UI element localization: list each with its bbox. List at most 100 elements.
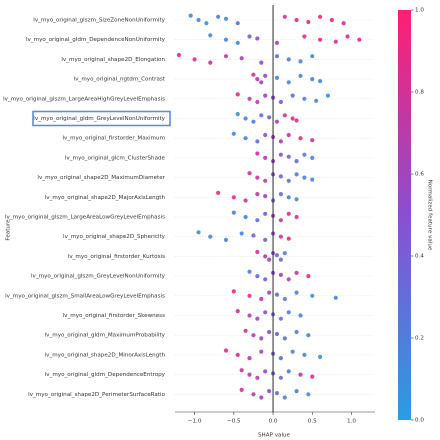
dot [294, 214, 299, 220]
dot [247, 34, 252, 39]
dot [208, 234, 213, 239]
dot [286, 195, 291, 200]
dot [255, 36, 260, 41]
dot [255, 249, 260, 255]
dot [286, 57, 291, 62]
dot [325, 93, 331, 98]
y-tick-label: lv_myo_original_gldm_GreyLevelNonUniform… [33, 116, 165, 122]
dot [278, 174, 283, 179]
dot [255, 375, 260, 380]
y-tick-label: lv_myo_original_gldm_MaximumProbability [45, 333, 166, 339]
dot [239, 387, 244, 392]
y-tick-label: lv_myo_original_firstorder_Skewness [63, 313, 165, 319]
dot [255, 175, 260, 180]
dot [263, 194, 268, 199]
dot [345, 34, 350, 39]
dot [176, 52, 182, 58]
y-tick-label: lv_myo_original_glszm_LargeAreaLowGreyLe… [5, 215, 165, 221]
dot [341, 21, 346, 26]
dot [259, 80, 264, 85]
dot [247, 96, 252, 101]
dot [247, 313, 252, 318]
dot [282, 251, 287, 256]
dot [333, 39, 338, 44]
dot [302, 175, 307, 180]
dot [298, 313, 303, 318]
dot [302, 34, 307, 39]
dot [294, 159, 299, 164]
y-tick-label: lv_myo_original_glszm_LargeAreaHighGreyL… [3, 96, 165, 102]
dot [310, 77, 315, 82]
dot [255, 99, 260, 105]
dot [251, 392, 256, 397]
colorbar-tick-label: 0.8 [415, 90, 424, 96]
y-tick-label: lv_myo_original_glszm_SmallAreaLowGreyLe… [5, 293, 165, 299]
y-tick-label: lv_myo_original_shape2D_PerimeterSurface… [28, 392, 165, 398]
dot [267, 257, 272, 262]
dot [290, 93, 295, 98]
colorbar-tick-label: 0.6 [415, 172, 424, 178]
y-tick-label: lv_myo_original_gldm_DependenceNonUnifor… [26, 37, 166, 43]
dot [247, 293, 252, 298]
dot [263, 369, 268, 374]
dot [286, 236, 291, 241]
dot [223, 348, 229, 353]
dot [255, 77, 260, 82]
dot [208, 60, 213, 65]
dot [294, 389, 299, 394]
dot [317, 37, 323, 42]
dot [294, 17, 299, 23]
dot [255, 192, 260, 197]
dot [286, 80, 291, 85]
dot [290, 349, 295, 354]
colorbar-tick-label: 0.0 [415, 418, 424, 424]
dot [357, 37, 362, 42]
dot [267, 290, 272, 295]
dot [278, 139, 283, 144]
dot [231, 210, 236, 215]
dot [294, 197, 299, 202]
dot [263, 155, 268, 160]
dot [259, 113, 264, 118]
dot [278, 356, 283, 361]
x-tick-label: −1.0 [188, 419, 202, 425]
dot [263, 237, 268, 242]
dot [231, 131, 236, 136]
dot [223, 37, 229, 42]
x-tick-label: 0.0 [269, 419, 278, 425]
dot [278, 234, 283, 239]
dot [282, 395, 287, 400]
dot [274, 292, 280, 297]
dot [290, 116, 295, 121]
dot [274, 119, 280, 124]
dot [294, 329, 299, 335]
y-tick-label: lv_myo_original_glszm_SizeZoneNonUniform… [33, 18, 165, 24]
dot [282, 296, 287, 302]
dot [231, 289, 236, 294]
x-tick-label: 1.0 [347, 419, 356, 425]
dot [286, 310, 291, 315]
dot [267, 115, 272, 120]
dot [231, 195, 236, 200]
dot [251, 119, 256, 124]
dot [263, 73, 268, 78]
y-tick-label: lv_myo_original_shape2D_MinorAxisLength [45, 352, 166, 358]
colorbar-tick-label: 0.4 [415, 254, 424, 260]
dot [263, 254, 268, 259]
x-axis-label: SHAP value [258, 433, 291, 439]
dot [223, 237, 229, 242]
dot [317, 79, 323, 84]
dot [274, 391, 280, 396]
dot [302, 352, 307, 357]
dot [247, 171, 252, 176]
dot [259, 336, 264, 341]
dot [310, 155, 315, 160]
dot [317, 354, 323, 359]
x-tick-label: 0.5 [308, 419, 317, 425]
dot [282, 14, 287, 19]
dot [329, 17, 334, 23]
dot [196, 230, 201, 235]
dot [188, 13, 193, 18]
y-tick-label: lv_myo_original_ngtdm_Contrast [74, 77, 166, 83]
dot [274, 75, 280, 80]
